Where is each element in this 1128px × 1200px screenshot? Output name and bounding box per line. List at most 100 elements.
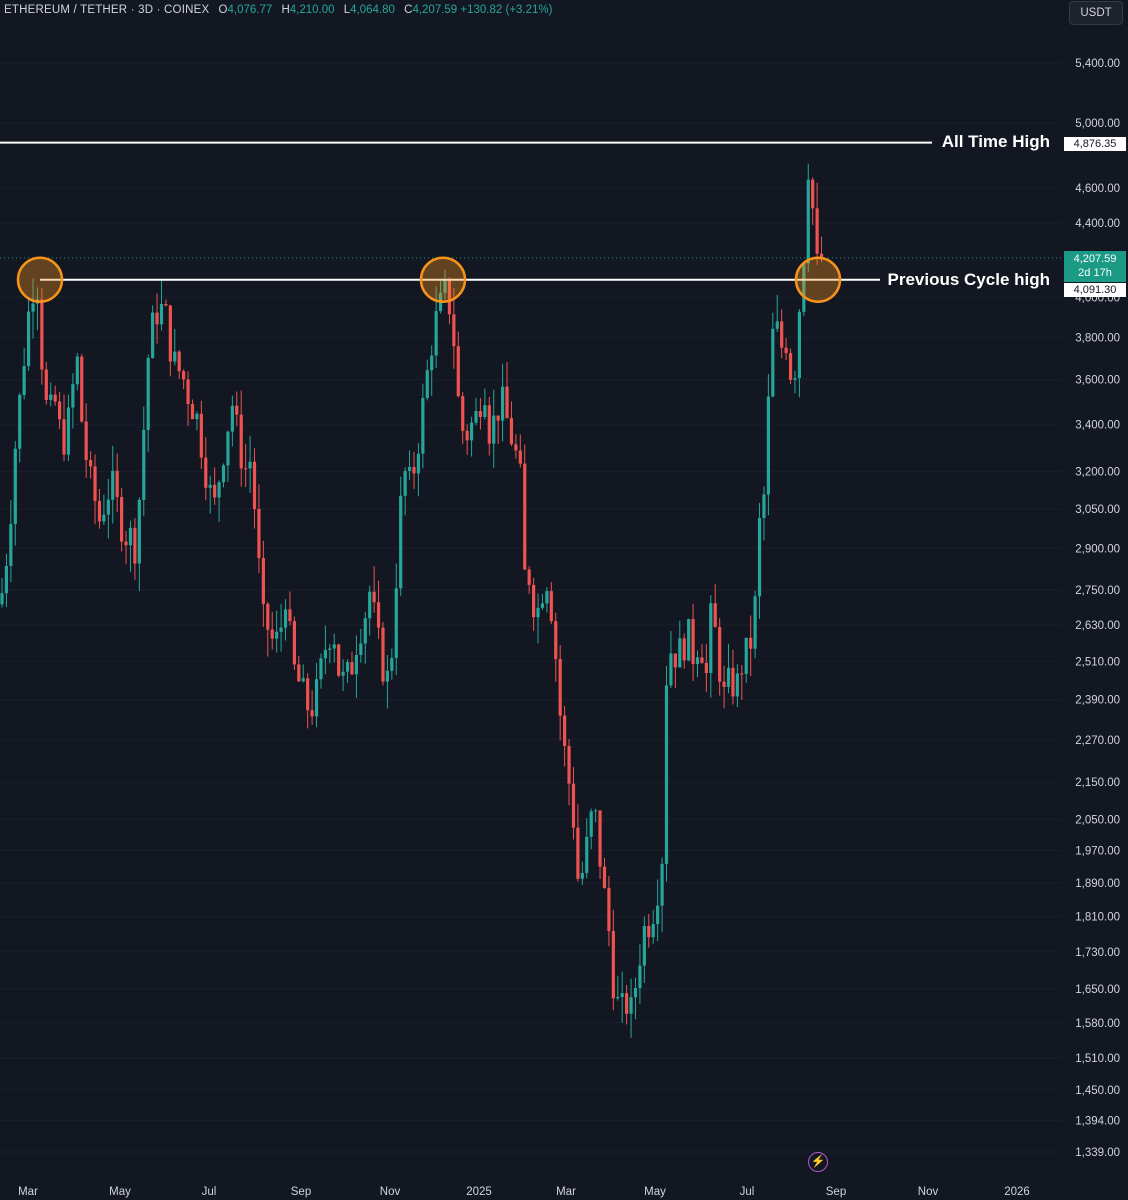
candle-body [257, 508, 261, 558]
high-label: H [281, 4, 290, 16]
candle-body [26, 311, 31, 367]
time-tick-label: Sep [291, 1186, 311, 1198]
candle-body [376, 602, 381, 628]
candle-body [788, 353, 793, 380]
candle-body [363, 618, 367, 644]
high-value: 4,210.00 [289, 4, 335, 16]
highlight-circle [419, 256, 467, 303]
candle-body [722, 681, 726, 688]
candle-body [740, 673, 744, 675]
candle-body [151, 312, 155, 358]
candle-body [660, 863, 664, 906]
price-tick-label: 5,000.00 [1075, 118, 1120, 130]
currency-button[interactable]: USDT [1069, 1, 1123, 25]
candle-body [695, 657, 700, 665]
candle-body [124, 541, 128, 546]
candle-body [57, 401, 62, 420]
candle-body [75, 356, 79, 385]
flash-icon[interactable]: ⚡ [808, 1152, 828, 1172]
candle-body [283, 609, 288, 628]
candle-body [819, 253, 824, 258]
candle-body [120, 496, 124, 542]
candle-body [31, 303, 35, 312]
price-tick-label: 3,200.00 [1075, 467, 1120, 479]
candle-body [443, 278, 447, 293]
candle-body [523, 463, 527, 570]
level-lines [0, 141, 1062, 303]
candle-body [500, 386, 505, 421]
price-tick-label: 2,750.00 [1075, 585, 1120, 597]
candle-body [647, 925, 651, 938]
price-tick-label: 1,970.00 [1075, 845, 1120, 857]
last-price-tag: 4,207.59 2d 17h [1064, 251, 1126, 282]
candle-body [84, 421, 88, 460]
candle-body [133, 527, 137, 564]
candle-body [190, 403, 195, 420]
candle-body [252, 461, 257, 509]
candle-body [757, 517, 762, 597]
candle-body [811, 179, 815, 209]
price-tick-label: 1,394.00 [1075, 1116, 1120, 1128]
time-tick-label: Jul [202, 1186, 217, 1198]
candle-body [89, 459, 93, 467]
prev-cycle-price-tag: 4,091.30 [1064, 283, 1126, 297]
candle-body [656, 905, 660, 924]
candle-body [239, 414, 243, 469]
candle-body [421, 397, 425, 454]
candle-body [53, 394, 57, 402]
countdown-value: 2d 17h [1078, 267, 1112, 279]
close-value: 4,207.59 [412, 4, 458, 16]
candle-body [425, 370, 429, 398]
candle-body [492, 415, 496, 444]
candle-body [213, 484, 217, 498]
candle-body [221, 465, 226, 483]
candle-body [580, 872, 584, 879]
candle-body [629, 997, 633, 1014]
candle-body [447, 278, 452, 315]
candle-body [297, 664, 301, 682]
candle-body [589, 811, 593, 837]
candle-body [394, 588, 398, 659]
candle-body [337, 644, 341, 676]
candle-body [128, 527, 133, 546]
symbol-title[interactable]: ETHEREUM / TETHER · 3D · COINEX [4, 4, 210, 16]
candle-body [62, 419, 66, 455]
low-value: 4,064.80 [350, 4, 395, 16]
candle-body [704, 662, 708, 674]
candle-body [483, 405, 487, 417]
price-tick-label: 2,510.00 [1075, 656, 1120, 668]
candle-body [682, 638, 686, 661]
candle-body [452, 314, 456, 347]
price-tick-label: 1,339.00 [1075, 1147, 1120, 1159]
price-tick-label: 3,800.00 [1075, 332, 1120, 344]
candle-body [430, 355, 434, 371]
candle-body [691, 619, 695, 665]
candle-body [368, 591, 372, 619]
candle-body [182, 371, 186, 380]
candle-body [137, 499, 141, 564]
candle-body [341, 671, 345, 676]
time-tick-label: Mar [18, 1186, 38, 1198]
last-price-value: 4,207.59 [1073, 253, 1117, 265]
candle-body [146, 357, 150, 430]
candle-body [359, 643, 363, 656]
candle-body [527, 569, 531, 585]
price-tick-label: 3,400.00 [1075, 419, 1120, 431]
candle-body [434, 311, 438, 356]
candle-body [673, 653, 677, 668]
candle-body [775, 321, 779, 329]
candle-body [399, 495, 403, 589]
candle-body [168, 305, 172, 362]
price-tick-label: 1,510.00 [1075, 1053, 1120, 1065]
ath-price-tag: 4,876.35 [1064, 137, 1126, 151]
candle-body [806, 179, 810, 264]
candle-body [709, 603, 713, 674]
candle-body [301, 678, 305, 682]
candle-body [545, 591, 549, 604]
candle-body [585, 836, 589, 873]
change-value: +130.82 (+3.21%) [460, 4, 553, 16]
candle-body [416, 453, 421, 474]
candle-body [625, 993, 629, 1014]
candle-body [97, 500, 102, 522]
